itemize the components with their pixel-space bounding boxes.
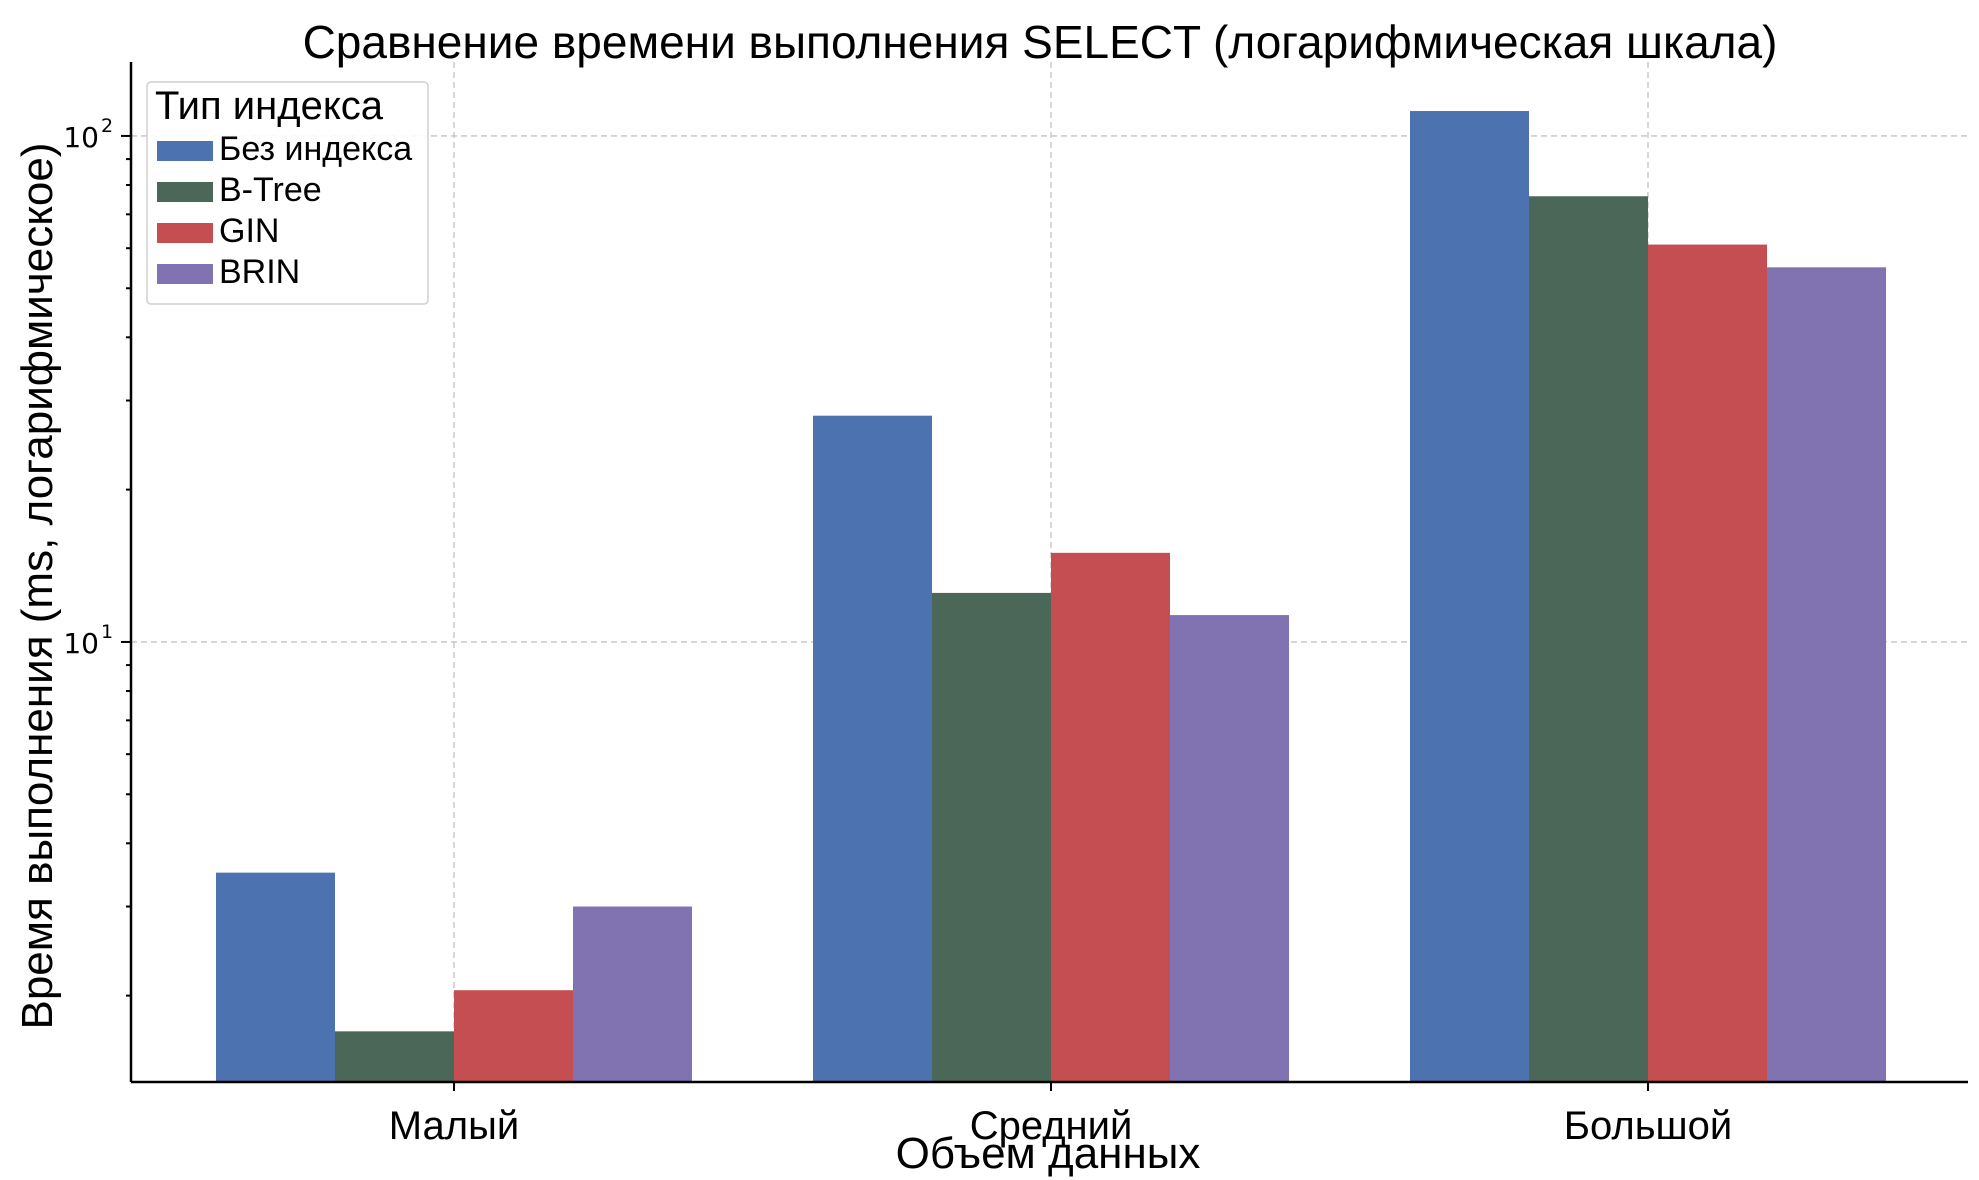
legend-label: Без индекса	[219, 130, 412, 168]
bar	[1410, 111, 1529, 1082]
bar	[216, 872, 335, 1082]
chart-title: Сравнение времени выполнения SELECT (лог…	[303, 16, 1778, 68]
legend-swatch	[157, 182, 213, 202]
bar	[1051, 552, 1170, 1082]
legend-label: BRIN	[219, 253, 300, 291]
bar	[1648, 244, 1767, 1083]
legend-swatch	[157, 141, 213, 161]
x-tick-label: Малый	[389, 1104, 519, 1148]
legend-swatch	[157, 264, 213, 284]
y-tick-label: 10	[63, 627, 99, 660]
legend-box	[146, 81, 429, 305]
bar	[932, 592, 1051, 1082]
bar	[335, 1031, 454, 1082]
legend-swatch	[157, 223, 213, 243]
legend-title: Тип индекса	[155, 84, 384, 128]
legend-label: GIN	[219, 212, 279, 250]
bar	[1767, 267, 1886, 1082]
x-axis-label: Объем данных	[896, 1129, 1201, 1178]
bars	[216, 111, 1886, 1083]
legend-label: B-Tree	[219, 171, 322, 209]
y-tick-label: 10	[63, 121, 99, 154]
bar	[454, 990, 573, 1082]
x-tick-label: Большой	[1564, 1104, 1732, 1148]
y-tick-exponent: 2	[101, 115, 113, 137]
bar	[1529, 196, 1648, 1082]
bar	[573, 906, 692, 1082]
bar	[813, 415, 932, 1082]
y-tick-exponent: 1	[101, 621, 113, 643]
x-tick-label: Средний	[970, 1104, 1133, 1148]
bar	[1170, 615, 1289, 1082]
y-axis-label: Время выполнения (ms, логарифмическое)	[13, 142, 62, 1029]
